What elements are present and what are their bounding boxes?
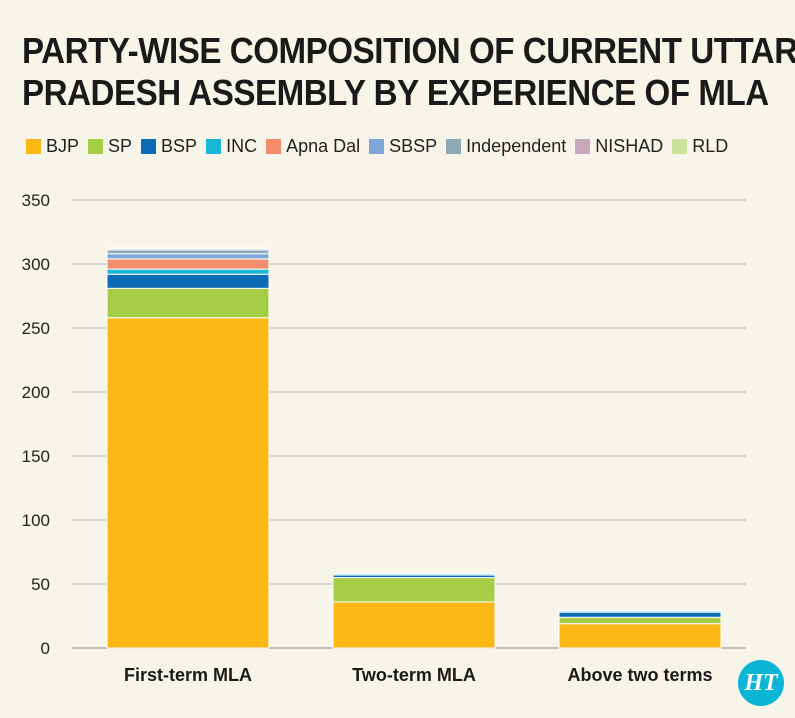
bar-segment-independent [106, 249, 270, 255]
legend-swatch [88, 139, 104, 154]
legend-label: Apna Dal [286, 136, 361, 156]
x-tick-label: Two-term MLA [352, 665, 476, 685]
legend-swatch [206, 139, 222, 154]
legend-item-inc: INC [206, 136, 257, 157]
y-tick-label: 200 [22, 383, 50, 402]
y-tick-label: 0 [41, 639, 50, 658]
legend-label: RLD [692, 136, 729, 156]
legend-swatch [266, 139, 282, 154]
y-tick-label: 100 [22, 511, 50, 530]
bar-segment-bjp [558, 623, 722, 649]
logo-text: HT [744, 669, 778, 696]
bar-segment-inc [558, 610, 722, 613]
legend-swatch [575, 139, 591, 154]
x-tick-label: Above two terms [567, 665, 712, 685]
legend-label: BJP [46, 136, 80, 156]
legend-label: SBSP [389, 136, 438, 156]
chart-legend: BJP SP BSP INC Apna Dal SBSP Independent NISHAD… [26, 136, 786, 157]
y-tick-label: 350 [22, 191, 50, 210]
bar-segment-bsp [106, 273, 270, 289]
legend-item-sbsp: SBSP [369, 136, 437, 157]
bar-segment-rld [106, 246, 270, 250]
bar-segment-apna-dal [106, 258, 270, 270]
chart-title: PARTY-WISE COMPOSITION OF CURRENT UTTAR … [22, 30, 795, 114]
legend-swatch [141, 139, 157, 154]
legend-label: NISHAD [595, 136, 664, 156]
legend-item-nishad: NISHAD [575, 136, 663, 157]
y-tick-label: 250 [22, 319, 50, 338]
y-tick-label: 150 [22, 447, 50, 466]
bar-segment-sp [332, 577, 496, 603]
bar-segment-bjp [106, 317, 270, 649]
chart-title-line-2: PRADESH ASSEMBLY BY EXPERIENCE OF MLA [22, 72, 769, 113]
legend-item-sp: SP [88, 136, 132, 157]
legend-swatch [672, 139, 688, 154]
bar-segment-sp [106, 287, 270, 319]
bar-segment-sp [558, 616, 722, 625]
ht-logo-icon: HT [738, 660, 784, 706]
legend-item-apna-dal: Apna Dal [266, 136, 360, 157]
legend-label: Independent [466, 136, 567, 156]
bar-segment-bjp [332, 601, 496, 649]
bar-segment-inc [332, 573, 496, 576]
bar-segment-bsp [558, 611, 722, 618]
legend-label: BSP [161, 136, 198, 156]
legend-swatch [26, 139, 41, 154]
legend-item-independent: Independent [446, 136, 566, 157]
bar-segment-inc [106, 268, 270, 275]
legend-swatch [446, 139, 462, 154]
legend-item-bsp: BSP [141, 136, 197, 157]
legend-label: INC [226, 136, 258, 156]
legend-item-bjp: BJP [26, 136, 79, 157]
y-tick-label: 50 [31, 575, 50, 594]
y-tick-label: 300 [22, 255, 50, 274]
legend-label: SP [108, 136, 133, 156]
legend-item-rld: RLD [672, 136, 728, 157]
chart-title-line-1: PARTY-WISE COMPOSITION OF CURRENT UTTAR [22, 30, 795, 71]
x-tick-label: First-term MLA [124, 665, 252, 685]
bar-segment-sbsp [106, 253, 270, 260]
legend-swatch [369, 139, 385, 154]
